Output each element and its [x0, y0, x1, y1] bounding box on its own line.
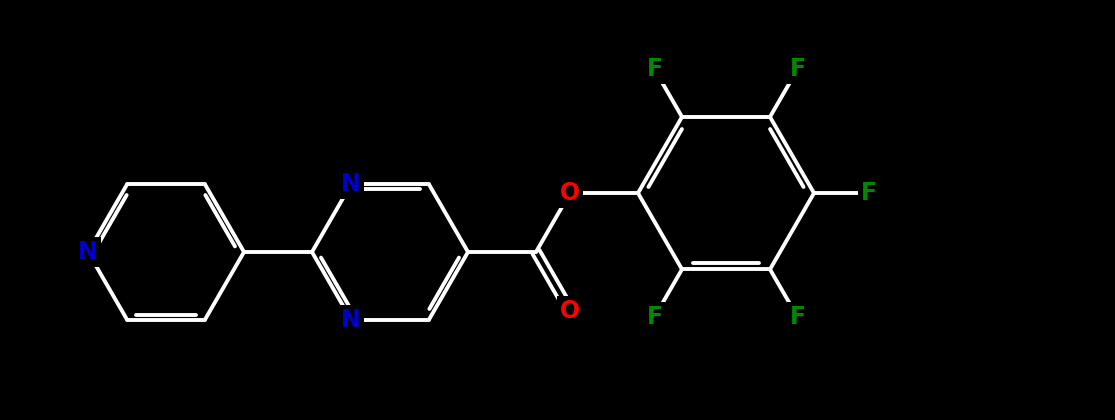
Text: N: N: [341, 173, 361, 197]
Text: N: N: [78, 240, 98, 264]
Text: O: O: [560, 181, 580, 205]
Text: O: O: [560, 299, 580, 323]
Text: N: N: [341, 307, 361, 331]
Text: F: F: [789, 305, 805, 329]
Text: F: F: [647, 57, 662, 81]
Text: F: F: [647, 305, 662, 329]
Text: F: F: [789, 57, 805, 81]
Text: F: F: [861, 181, 878, 205]
